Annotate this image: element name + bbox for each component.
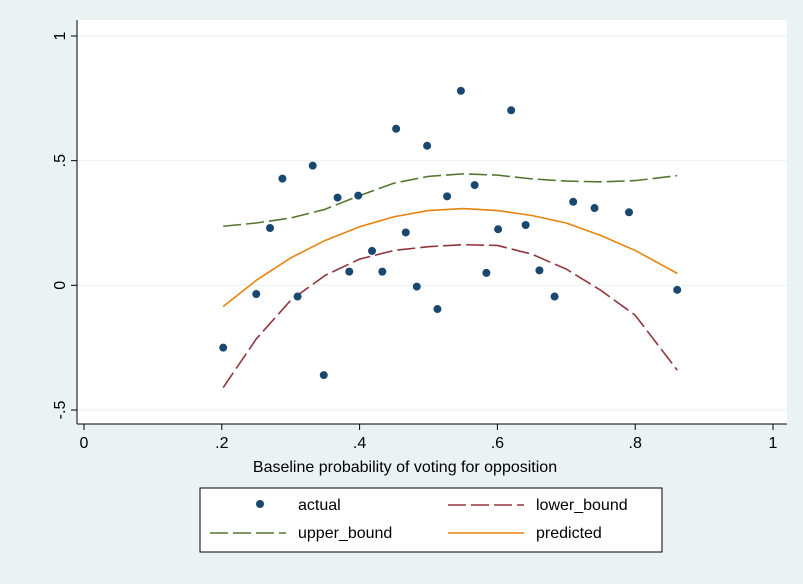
data-point-actual: [354, 191, 363, 200]
legend-item-lower-bound: lower_bound: [448, 497, 628, 514]
data-point-actual: [456, 86, 465, 95]
legend: actual lower_bound upper_bound predicted: [210, 497, 628, 542]
data-point-actual: [423, 141, 432, 150]
data-point-actual: [507, 106, 516, 115]
legend-label: upper_bound: [298, 525, 392, 542]
legend-item-actual: actual: [256, 497, 341, 514]
plot-area: [77, 20, 787, 424]
data-point-actual: [278, 174, 287, 183]
data-point-actual: [293, 292, 302, 301]
data-point-actual: [219, 343, 228, 352]
x-tick-label: .4: [353, 435, 366, 452]
y-tick-label: 1: [52, 31, 69, 40]
legend-marker: [256, 500, 264, 508]
legend-label: predicted: [536, 525, 602, 542]
data-point-actual: [345, 267, 354, 276]
data-point-actual: [443, 192, 452, 201]
y-tick-label: .5: [52, 154, 69, 167]
data-point-actual: [392, 124, 401, 133]
data-point-actual: [535, 266, 544, 275]
x-axis-label: Baseline probability of voting for oppos…: [253, 459, 557, 476]
data-point-actual: [368, 246, 377, 255]
data-point-actual: [308, 161, 317, 170]
legend-label: actual: [298, 497, 341, 514]
series-line-upper-bound: [223, 173, 678, 228]
series-line-predicted: [222, 207, 678, 308]
data-point-actual: [412, 282, 421, 291]
x-tick-label: 1: [769, 435, 778, 452]
gridlines: [77, 35, 787, 411]
data-point-actual: [470, 181, 479, 190]
data-point-actual: [494, 225, 503, 234]
data-point-actual: [624, 208, 633, 217]
x-tick-label: .2: [215, 435, 228, 452]
data-point-actual: [378, 267, 387, 276]
data-point-actual: [319, 371, 328, 380]
series-points: [219, 86, 682, 380]
data-point-actual: [266, 223, 275, 232]
data-point-actual: [673, 285, 682, 294]
data-point-actual: [550, 292, 559, 301]
data-point-actual: [521, 220, 530, 229]
y-tick-label: 0: [52, 281, 69, 290]
data-point-actual: [590, 204, 599, 213]
data-point-actual: [569, 197, 578, 206]
x-tick-label: 0: [80, 435, 89, 452]
data-point-actual: [433, 305, 442, 314]
legend-item-upper-bound: upper_bound: [210, 525, 392, 542]
axes: -.5 0 .5 1 0 .2 .4 .6 .8 1: [52, 20, 787, 452]
legend-box: [199, 487, 663, 553]
legend-item-predicted: predicted: [448, 525, 602, 542]
legend-label: lower_bound: [536, 497, 628, 514]
x-tick-label: .8: [629, 435, 642, 452]
data-point-actual: [252, 290, 261, 299]
y-tick-label: -.5: [52, 401, 69, 420]
data-point-actual: [482, 268, 491, 277]
data-point-actual: [333, 193, 342, 202]
x-tick-label: .6: [491, 435, 504, 452]
data-point-actual: [401, 228, 410, 237]
